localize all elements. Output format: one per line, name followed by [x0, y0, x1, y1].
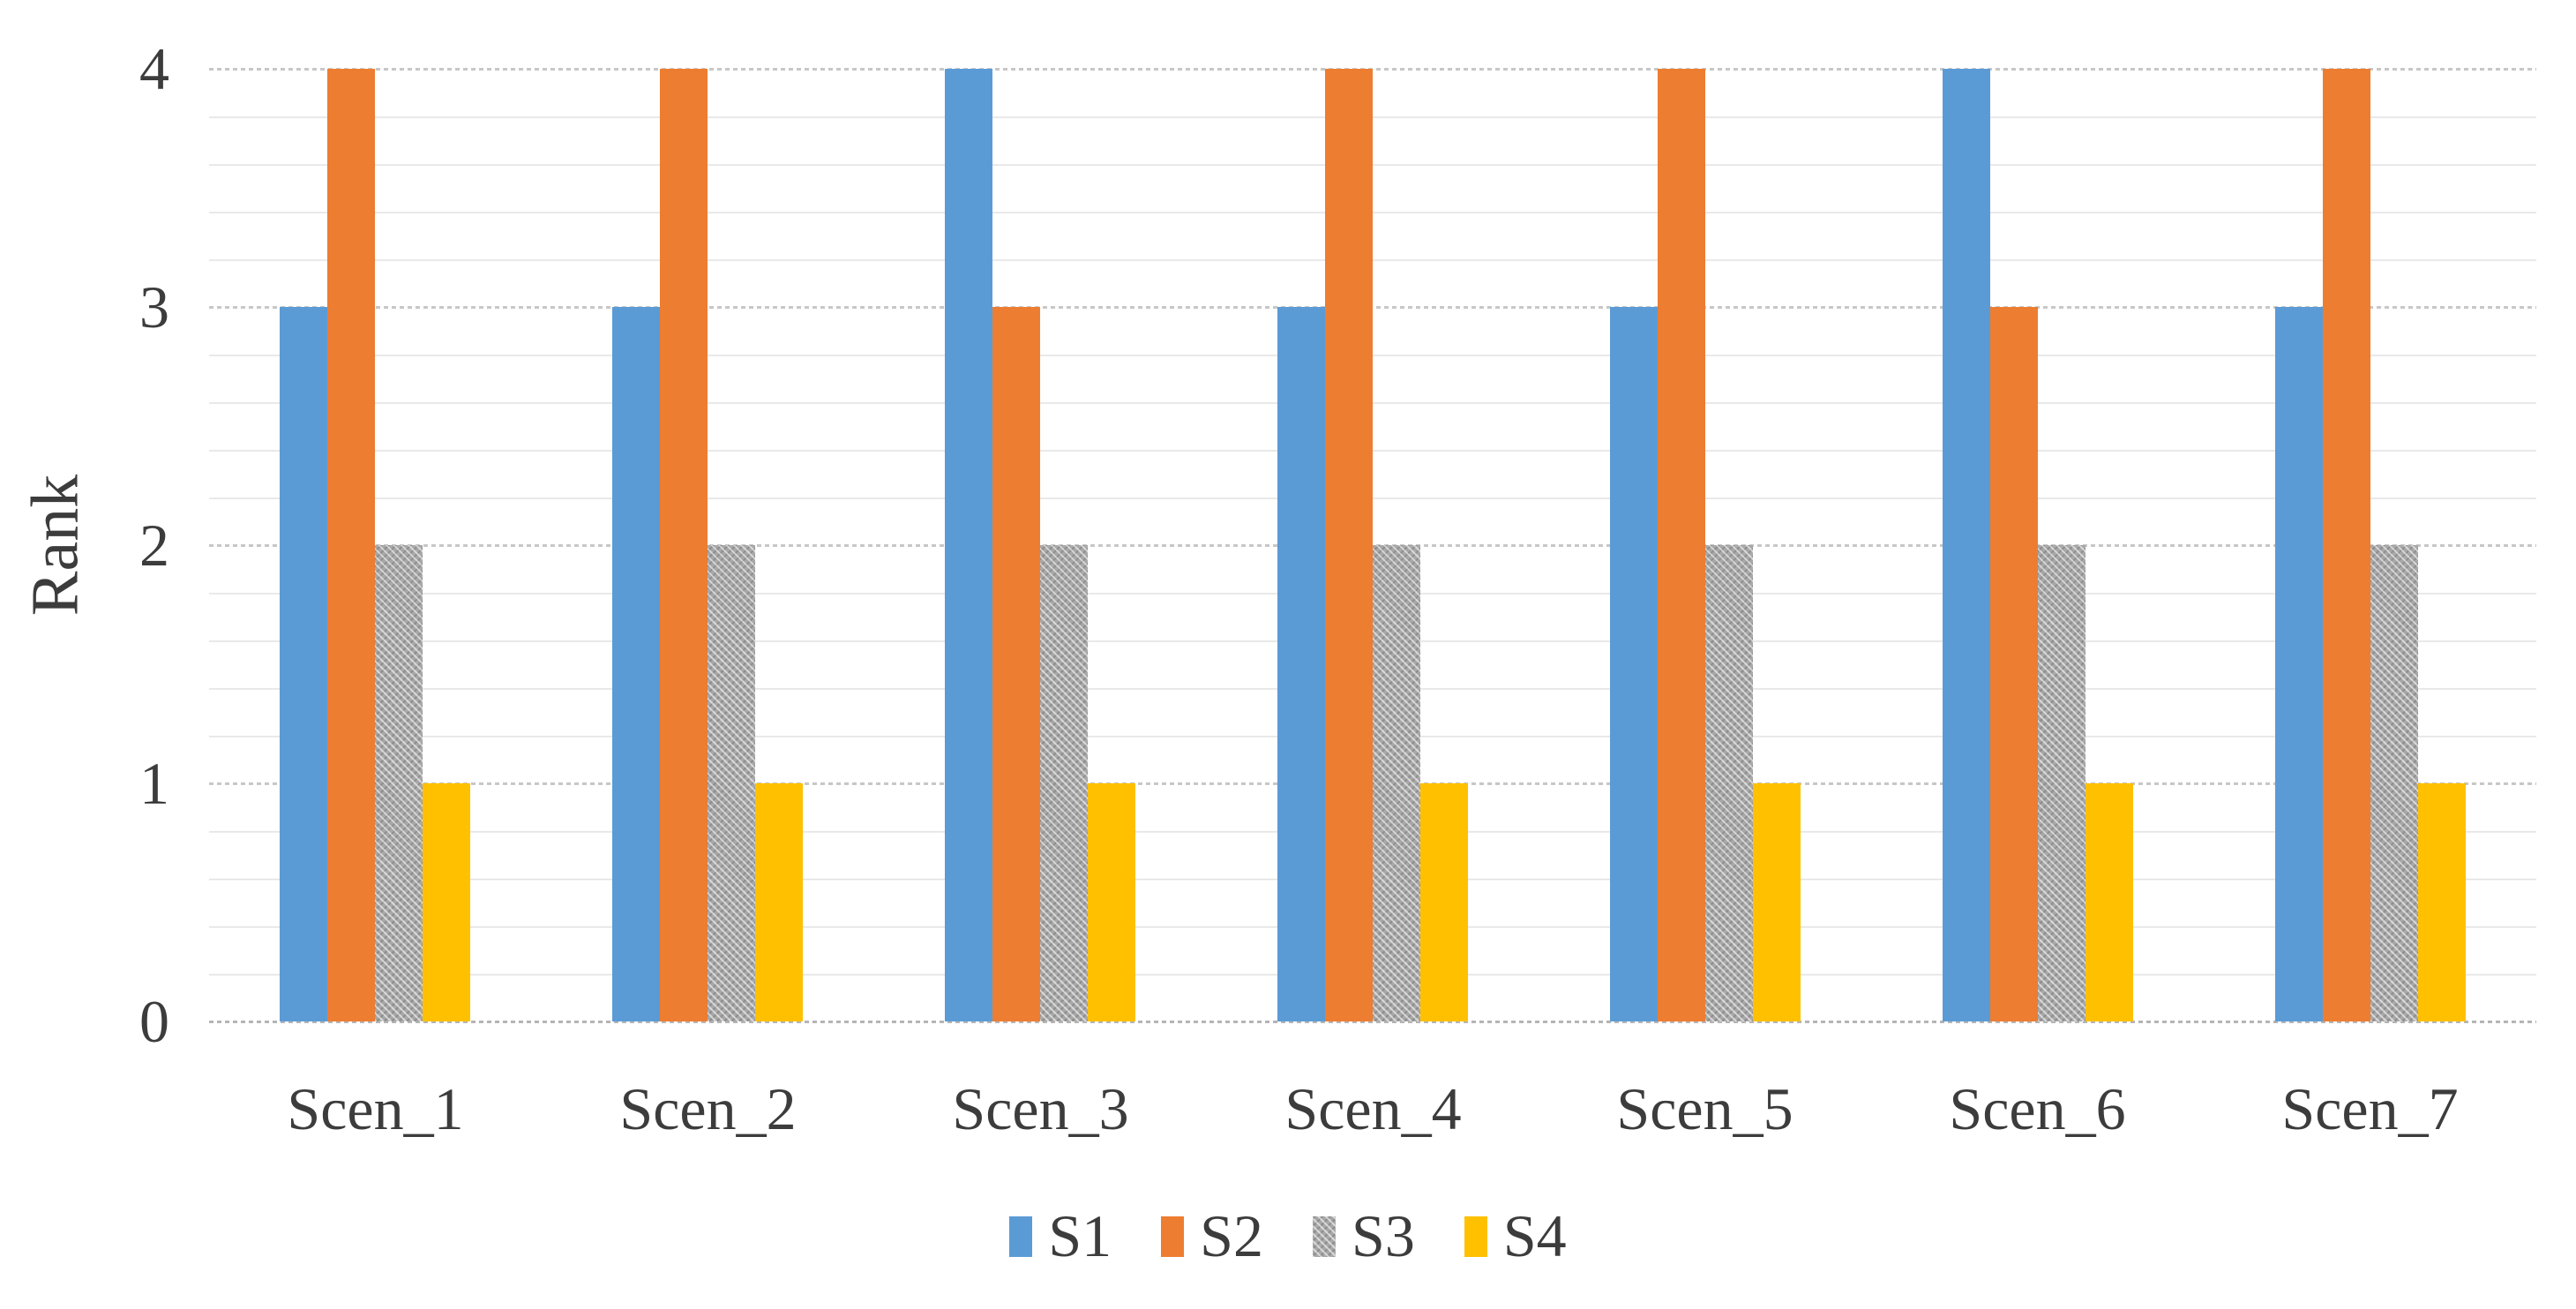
minor-gridline	[209, 402, 2536, 404]
x-category-label: Scen_6	[1949, 1075, 2126, 1142]
bar-s4-scen_5	[1753, 783, 1801, 1021]
bar-s1-scen_2	[612, 307, 660, 1021]
bar-s3-scen_7	[2370, 545, 2418, 1021]
legend-swatch-s3	[1313, 1216, 1336, 1257]
bar-s1-scen_5	[1610, 307, 1658, 1021]
bar-s3-scen_4	[1373, 545, 1420, 1021]
minor-gridline	[209, 116, 2536, 118]
x-category-label: Scen_5	[1616, 1075, 1793, 1142]
minor-gridline	[209, 497, 2536, 499]
x-category-label: Scen_3	[952, 1075, 1129, 1142]
bar-s1-scen_3	[945, 69, 992, 1021]
plot-area	[209, 68, 2536, 1023]
y-tick-label: 1	[139, 750, 169, 817]
bar-s4-scen_3	[1088, 783, 1135, 1021]
y-tick-label: 2	[139, 512, 169, 579]
legend: S1 S2 S3 S4	[0, 1201, 2576, 1271]
legend-label: S4	[1502, 1202, 1567, 1269]
bar-s4-scen_6	[2086, 783, 2133, 1021]
bar-s3-scen_3	[1040, 545, 1088, 1021]
bar-s2-scen_2	[660, 69, 708, 1021]
legend-label: S1	[1048, 1202, 1112, 1269]
bar-s2-scen_7	[2323, 69, 2370, 1021]
legend-item-s3: S3	[1313, 1201, 1415, 1271]
bar-s2-scen_4	[1325, 69, 1373, 1021]
minor-gridline	[209, 450, 2536, 452]
y-tick-label: 0	[139, 988, 169, 1055]
minor-gridline	[209, 164, 2536, 166]
x-category-label: Scen_4	[1284, 1075, 1462, 1142]
bar-s1-scen_7	[2275, 307, 2323, 1021]
major-gridline	[209, 306, 2536, 309]
legend-item-s1: S1	[1009, 1201, 1112, 1271]
legend-label: S2	[1200, 1202, 1263, 1269]
bar-s2-scen_3	[992, 307, 1040, 1021]
bar-s4-scen_1	[423, 783, 470, 1021]
bar-s4-scen_4	[1420, 783, 1468, 1021]
x-category-label: Scen_2	[619, 1075, 797, 1142]
bar-s1-scen_1	[280, 307, 327, 1021]
x-category-label: Scen_1	[287, 1075, 464, 1142]
x-axis-line	[209, 1021, 2536, 1023]
bar-s2-scen_6	[1990, 307, 2038, 1021]
y-tick-label: 4	[139, 35, 169, 102]
bar-s3-scen_6	[2038, 545, 2086, 1021]
minor-gridline	[209, 259, 2536, 261]
x-category-label: Scen_7	[2281, 1075, 2459, 1142]
legend-swatch-s4	[1464, 1216, 1487, 1257]
bar-s1-scen_6	[1943, 69, 1990, 1021]
legend-item-s2: S2	[1161, 1201, 1263, 1271]
bar-s3-scen_1	[375, 545, 423, 1021]
legend-swatch-s1	[1009, 1216, 1033, 1257]
bar-s4-scen_2	[755, 783, 803, 1021]
y-tick-label: 3	[139, 273, 169, 340]
bar-s2-scen_5	[1658, 69, 1705, 1021]
bar-s4-scen_7	[2418, 783, 2466, 1021]
bar-s1-scen_4	[1277, 307, 1325, 1021]
bar-s3-scen_5	[1705, 545, 1753, 1021]
major-gridline	[209, 68, 2536, 71]
legend-swatch-s2	[1161, 1216, 1185, 1257]
bar-s2-scen_1	[327, 69, 375, 1021]
bar-s3-scen_2	[708, 545, 755, 1021]
minor-gridline	[209, 212, 2536, 213]
legend-label: S3	[1352, 1202, 1415, 1269]
minor-gridline	[209, 355, 2536, 356]
legend-item-s4: S4	[1464, 1201, 1567, 1271]
